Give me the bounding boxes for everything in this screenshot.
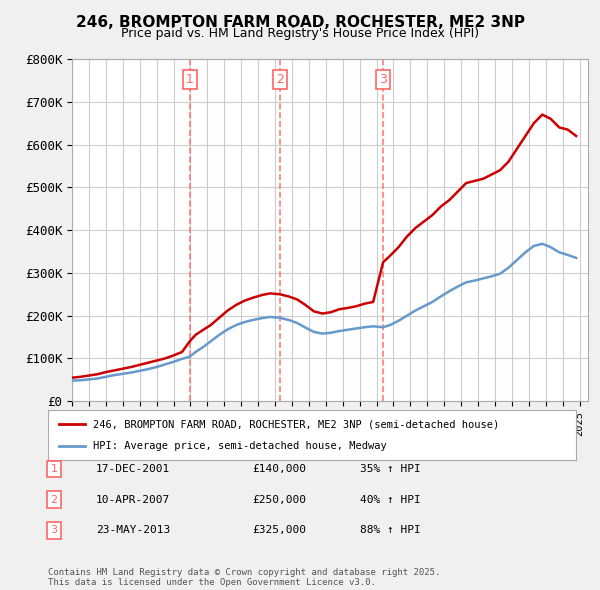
Text: 246, BROMPTON FARM ROAD, ROCHESTER, ME2 3NP: 246, BROMPTON FARM ROAD, ROCHESTER, ME2 …	[76, 15, 524, 30]
Text: 40% ↑ HPI: 40% ↑ HPI	[360, 495, 421, 504]
Text: 246, BROMPTON FARM ROAD, ROCHESTER, ME2 3NP (semi-detached house): 246, BROMPTON FARM ROAD, ROCHESTER, ME2 …	[93, 419, 499, 429]
Text: 88% ↑ HPI: 88% ↑ HPI	[360, 526, 421, 535]
Text: 1: 1	[186, 73, 194, 86]
Text: 23-MAY-2013: 23-MAY-2013	[96, 526, 170, 535]
Text: 2: 2	[50, 495, 58, 504]
Text: 35% ↑ HPI: 35% ↑ HPI	[360, 464, 421, 474]
Text: 10-APR-2007: 10-APR-2007	[96, 495, 170, 504]
Text: HPI: Average price, semi-detached house, Medway: HPI: Average price, semi-detached house,…	[93, 441, 386, 451]
Text: £250,000: £250,000	[252, 495, 306, 504]
Text: 17-DEC-2001: 17-DEC-2001	[96, 464, 170, 474]
Text: Contains HM Land Registry data © Crown copyright and database right 2025.
This d: Contains HM Land Registry data © Crown c…	[48, 568, 440, 587]
Text: 3: 3	[50, 526, 58, 535]
Text: 2: 2	[276, 73, 284, 86]
Text: £325,000: £325,000	[252, 526, 306, 535]
Text: £140,000: £140,000	[252, 464, 306, 474]
Text: Price paid vs. HM Land Registry's House Price Index (HPI): Price paid vs. HM Land Registry's House …	[121, 27, 479, 40]
Text: 1: 1	[50, 464, 58, 474]
Text: 3: 3	[379, 73, 387, 86]
